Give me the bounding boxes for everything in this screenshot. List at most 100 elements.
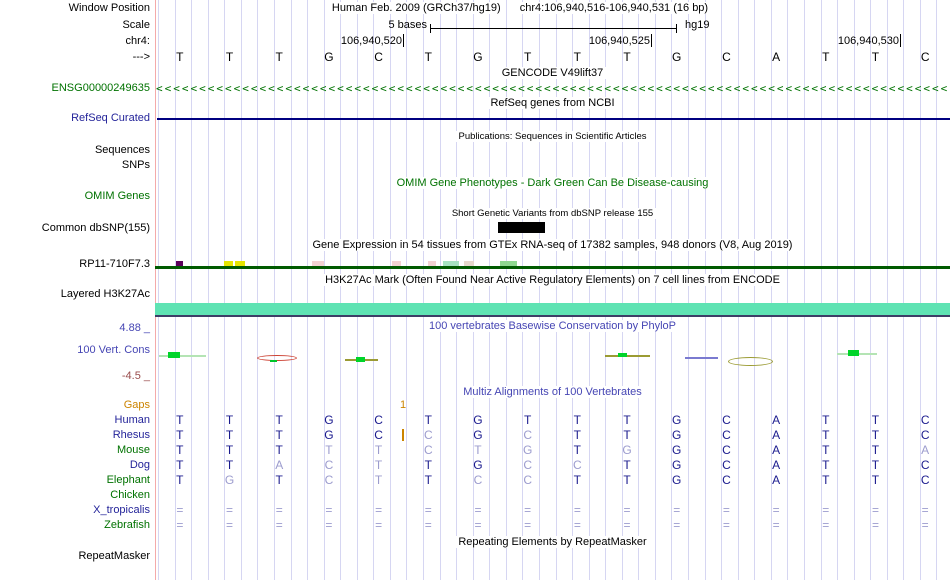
alignment-base-letter: A (275, 457, 284, 472)
multiz-species-label[interactable]: Human (114, 413, 150, 426)
multiz-species-label[interactable]: Chicken (110, 488, 150, 501)
gridline (671, 0, 673, 580)
conservation-track-label[interactable]: 100 Vert. Cons (77, 343, 150, 356)
gridline (886, 0, 888, 580)
alignment-base-letter: = (474, 502, 482, 517)
publications-sequences-label[interactable]: Sequences (94, 143, 150, 156)
multiz-track-title[interactable]: Multiz Alignments of 100 Vertebrates (460, 385, 645, 398)
gencode-transcript-strand-arrows[interactable]: <<<<<<<<<<<<<<<<<<<<<<<<<<<<<<<<<<<<<<<<… (156, 82, 949, 95)
multiz-species-label[interactable]: Zebrafish (104, 518, 150, 531)
conservation-axis-min: -4.5 _ (121, 369, 150, 382)
chromosome-label: chr4: (125, 34, 150, 47)
multiz-species-label[interactable]: Rhesus (112, 428, 150, 441)
gridline (538, 0, 540, 580)
base-letter: G (473, 49, 483, 64)
phylop-wiggle-line (685, 357, 718, 359)
h3k27ac-signal-bar[interactable] (155, 303, 950, 315)
ruler-tick (651, 34, 652, 47)
omim-track-title[interactable]: OMIM Gene Phenotypes - Dark Green Can Be… (393, 176, 712, 189)
refseq-track-title[interactable]: RefSeq genes from NCBI (487, 96, 618, 109)
base-letter: C (374, 49, 383, 64)
repeatmasker-track-title[interactable]: Repeating Elements by RepeatMasker (455, 535, 650, 548)
gridline (853, 0, 855, 580)
gencode-gene-label[interactable]: ENSG00000249635 (51, 81, 150, 94)
alignment-base-letter: = (623, 517, 631, 532)
strand-direction-label: ---> (132, 50, 150, 63)
alignment-base-letter: = (275, 517, 283, 532)
phylop-score-box (168, 352, 180, 358)
gridline (903, 0, 905, 580)
alignment-base-letter: = (226, 517, 234, 532)
alignment-base-letter: T (325, 442, 333, 457)
alignment-base-letter: T (573, 412, 582, 427)
multiz-species-label[interactable]: Dog (129, 458, 150, 471)
alignment-base-letter: C (920, 427, 930, 442)
base-letter: T (424, 49, 432, 64)
alignment-base-letter: C (722, 472, 731, 487)
layered-h3k27ac-label[interactable]: Layered H3K27Ac (60, 287, 150, 300)
alignment-base-letter: = (226, 502, 234, 517)
alignment-base-letter: T (275, 472, 283, 487)
alignment-base-letter: = (524, 502, 532, 517)
alignment-base-letter: = (325, 502, 333, 517)
alignment-base-letter: = (921, 517, 929, 532)
window-position-title: Human Feb. 2009 (GRCh37/hg19) chr4:106,9… (155, 1, 885, 15)
gridline (919, 0, 921, 580)
common-dbsnp-label[interactable]: Common dbSNP(155) (41, 221, 150, 234)
alignment-base-letter: = (772, 517, 780, 532)
dbsnp-variant-box[interactable] (498, 222, 545, 233)
base-letter: G (672, 49, 682, 64)
alignment-base-letter: T (871, 457, 880, 472)
gtex-gene-line[interactable] (155, 266, 950, 269)
alignment-base-letter: T (275, 442, 283, 457)
alignment-base-letter: T (523, 412, 532, 427)
gridline (688, 0, 689, 580)
alignment-base-letter: T (822, 457, 830, 472)
alignment-base-letter: = (822, 517, 830, 532)
publications-track-title[interactable]: Publications: Sequences in Scientific Ar… (455, 131, 650, 142)
alignment-base-letter: T (225, 412, 234, 427)
alignment-base-letter: C (523, 472, 532, 487)
alignment-base-letter: T (275, 427, 283, 442)
gridline (555, 0, 557, 580)
base-letter: C (722, 49, 731, 64)
scale-bar-right-tick (676, 24, 677, 33)
alignment-base-letter: C (324, 472, 334, 487)
refseq-transcript-line[interactable] (157, 117, 950, 120)
gencode-track-title[interactable]: GENCODE V49lift37 (498, 66, 607, 79)
phylop-track-title[interactable]: 100 vertebrates Basewise Conservation by… (425, 319, 680, 332)
alignment-base-letter: G (473, 457, 483, 472)
alignment-base-letter: = (176, 502, 184, 517)
alignment-base-letter: T (374, 442, 383, 457)
multiz-gaps-label[interactable]: Gaps (123, 398, 150, 411)
gridline (754, 0, 756, 580)
alignment-base-letter: C (722, 442, 731, 457)
gridline (572, 0, 574, 580)
alignment-base-letter: G (473, 412, 483, 427)
publications-snps-label[interactable]: SNPs (121, 158, 150, 171)
gridline (373, 0, 375, 580)
multiz-species-label[interactable]: Elephant (106, 473, 150, 486)
ruler-number: 106,940,530 (837, 34, 899, 47)
alignment-base-letter: A (921, 442, 930, 457)
alignment-base-letter: G (473, 427, 483, 442)
alignment-base-letter: = (524, 517, 532, 532)
base-letter: T (523, 49, 532, 64)
ruler-tick (403, 34, 404, 47)
omim-genes-label[interactable]: OMIM Genes (84, 189, 150, 202)
multiz-species-label[interactable]: Mouse (116, 443, 150, 456)
gtex-gene-label[interactable]: RP11-710F7.3 (79, 257, 150, 270)
gridline (522, 0, 524, 580)
multiz-species-label[interactable]: X_tropicalis (93, 503, 150, 516)
alignment-base-letter: C (573, 457, 582, 472)
dbsnp-track-title[interactable]: Short Genetic Variants from dbSNP releas… (448, 208, 657, 219)
alignment-base-letter: T (225, 457, 234, 472)
h3k27ac-track-title[interactable]: H3K27Ac Mark (Often Found Near Active Re… (322, 273, 783, 286)
repeatmasker-label[interactable]: RepeatMasker (78, 549, 150, 562)
gtex-track-title[interactable]: Gene Expression in 54 tissues from GTEx … (309, 238, 796, 251)
gridline (290, 0, 292, 580)
gridline (472, 0, 474, 580)
refseq-curated-label[interactable]: RefSeq Curated (71, 111, 150, 124)
gridline (207, 0, 209, 580)
gridline (803, 0, 805, 580)
